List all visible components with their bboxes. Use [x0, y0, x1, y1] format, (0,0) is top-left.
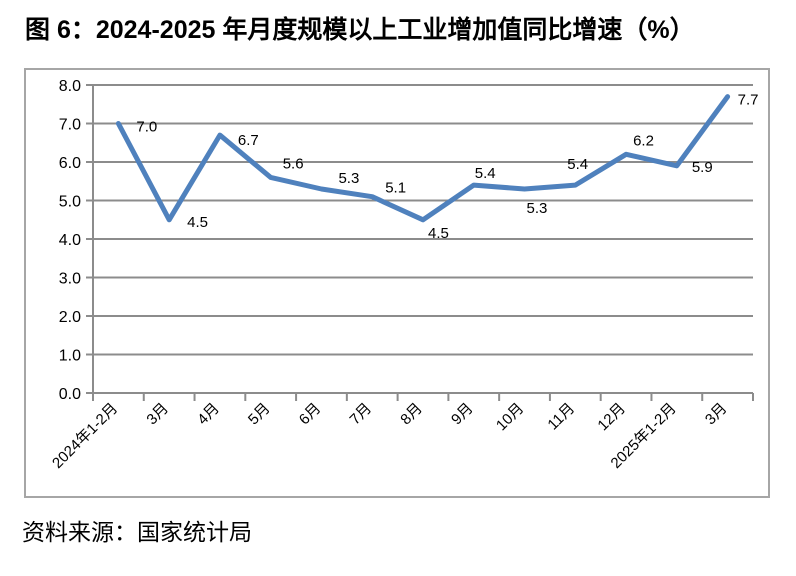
y-tick-label: 1.0 — [59, 348, 81, 365]
data-label: 5.3 — [338, 170, 359, 187]
data-label: 5.3 — [527, 200, 548, 217]
source-note: 资料来源：国家统计局 — [22, 519, 252, 545]
y-tick-label: 5.0 — [59, 194, 81, 211]
data-label: 4.5 — [428, 225, 449, 242]
data-label: 5.1 — [385, 180, 406, 197]
data-label: 7.7 — [738, 92, 759, 109]
data-label: 7.0 — [136, 119, 157, 136]
data-label: 5.9 — [692, 159, 713, 176]
chart-border — [24, 68, 770, 498]
y-tick-label: 6.0 — [59, 155, 81, 172]
data-label: 5.4 — [567, 156, 588, 173]
y-tick-label: 0.0 — [59, 386, 81, 403]
series-line — [115, 94, 731, 223]
chart-area: 0.0 1.0 2.0 3.0 4.0 5.0 6.0 7.0 8.0 7.0 4.5 6.7 5.6 5… — [24, 68, 770, 498]
data-label: 6.7 — [238, 132, 259, 149]
data-label: 5.4 — [475, 165, 496, 182]
line-chart: 0.0 1.0 2.0 3.0 4.0 5.0 6.0 7.0 8.0 7.0 4.5 6.7 5.6 5… — [24, 68, 770, 498]
y-tick-label: 3.0 — [59, 271, 81, 288]
y-tick-label: 4.0 — [59, 232, 81, 249]
y-tick-label: 8.0 — [59, 78, 81, 95]
figure-title: 图 6：2024-2025 年月度规模以上工业增加值同比增速（%） — [25, 16, 695, 44]
data-label: 4.5 — [187, 214, 208, 231]
y-tick-label: 2.0 — [59, 309, 81, 326]
data-label: 6.2 — [633, 132, 654, 149]
data-label: 5.6 — [283, 155, 304, 172]
y-tick-label: 7.0 — [59, 117, 81, 134]
